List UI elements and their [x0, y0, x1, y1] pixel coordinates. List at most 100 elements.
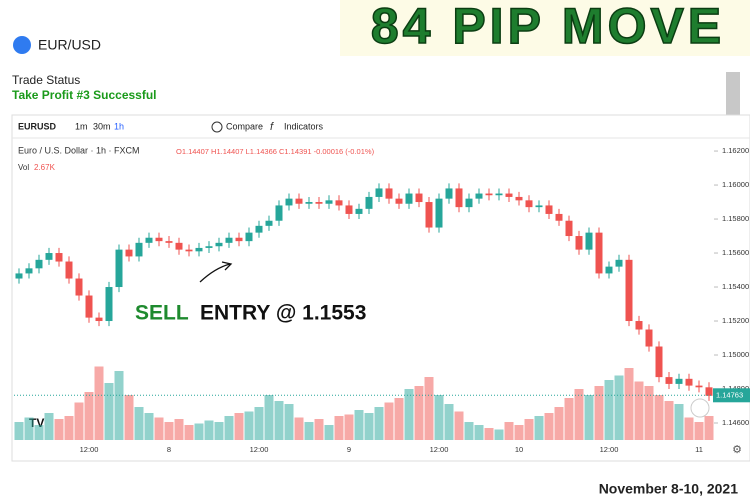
candle-body: [205, 246, 213, 248]
volume-value: 2.67K: [34, 163, 56, 172]
candle-body: [635, 321, 643, 330]
candle-body: [265, 220, 273, 226]
candle-body: [285, 198, 293, 206]
chart-title: Euro / U.S. Dollar · 1h · FXCM: [18, 145, 140, 155]
candle-body: [615, 259, 623, 267]
volume-bar: [474, 425, 484, 440]
volume-bar: [664, 401, 674, 440]
candle-body: [195, 247, 203, 252]
candle-body: [625, 259, 633, 322]
volume-bar: [634, 381, 644, 440]
last-price-label: 1.14763: [716, 390, 743, 399]
interval[interactable]: 1h: [114, 121, 124, 131]
candle-body: [155, 237, 163, 242]
candle-body: [395, 198, 403, 204]
volume-bar: [254, 407, 264, 440]
volume-bar: [134, 407, 144, 440]
candle-body: [45, 253, 53, 260]
volume-bar: [374, 407, 384, 440]
pair: EUR/USD: [38, 37, 101, 53]
volume-bar: [684, 417, 694, 440]
candle-body: [525, 200, 533, 208]
scroll-button[interactable]: [690, 398, 710, 418]
sell-label: SELL: [135, 302, 189, 325]
candle-body: [595, 232, 603, 274]
y-tick-label: 1.15200: [722, 316, 749, 325]
candle-body: [435, 198, 443, 228]
candle-body: [25, 268, 33, 274]
candle-body: [125, 249, 133, 257]
y-tick-label: 1.15800: [722, 214, 749, 223]
candle-body: [105, 287, 113, 322]
candle-body: [465, 198, 473, 208]
logo: 84 PIP MOVE: [371, 0, 725, 54]
indicators[interactable]: Indicators: [284, 121, 324, 131]
volume-bar: [554, 407, 564, 440]
candle-body: [475, 193, 483, 199]
y-tick-label: 1.15600: [722, 248, 749, 257]
candle-body: [145, 237, 153, 243]
candle-body: [275, 205, 283, 221]
symbol[interactable]: EURUSD: [18, 121, 57, 131]
volume-bar: [564, 398, 574, 440]
candle-body: [305, 202, 313, 204]
x-tick-label: 9: [347, 445, 351, 454]
volume-bar: [174, 419, 184, 440]
volume-bar: [164, 422, 174, 440]
x-tick-label: 10: [515, 445, 523, 454]
compare[interactable]: Compare: [226, 121, 263, 131]
volume-bar: [624, 368, 634, 440]
settings-icon[interactable]: ⚙: [732, 444, 742, 456]
candle-body: [115, 249, 123, 288]
x-tick-label: 12:00: [80, 445, 99, 454]
candle-body: [425, 202, 433, 228]
candle-body: [405, 193, 413, 204]
candle-body: [575, 236, 583, 250]
candle-body: [605, 266, 613, 274]
volume-bar: [44, 413, 54, 440]
volume-bar: [404, 389, 414, 440]
volume-bar: [574, 389, 584, 440]
candle-body: [665, 377, 673, 384]
volume-bar: [344, 414, 354, 440]
x-tick-label: 12:00: [250, 445, 269, 454]
volume-bar: [534, 416, 544, 440]
candle-body: [455, 188, 463, 208]
x-tick-label: 11: [695, 445, 703, 454]
candle-body: [325, 200, 333, 204]
volume-bar: [334, 416, 344, 440]
x-tick-label: 8: [167, 445, 171, 454]
candle-body: [295, 198, 303, 204]
candle-body: [535, 205, 543, 208]
candle-body: [255, 225, 263, 233]
volume-bar: [194, 423, 204, 440]
y-tick-label: 1.16000: [722, 180, 749, 189]
volume-bar: [364, 413, 374, 440]
candle-body: [485, 193, 493, 196]
volume-bar: [74, 402, 84, 440]
logo-bg: [340, 0, 750, 56]
scrollbar[interactable]: [726, 72, 740, 118]
volume-bar: [274, 401, 284, 440]
candle-body: [85, 295, 93, 318]
candle-body: [655, 346, 663, 378]
volume-bar: [444, 404, 454, 440]
candle-body: [375, 188, 383, 197]
candle-body: [15, 273, 23, 279]
candle-body: [685, 378, 693, 386]
volume-bar: [124, 395, 134, 440]
candle-body: [55, 253, 63, 262]
volume-bar: [204, 420, 214, 440]
volume-bar: [84, 392, 94, 440]
candle-body: [565, 220, 573, 237]
volume-bar: [354, 410, 364, 440]
candle-body: [35, 259, 43, 269]
interval[interactable]: 1m: [75, 121, 88, 131]
volume-label: Vol: [18, 163, 29, 172]
candle-body: [645, 329, 653, 347]
entry-label: ENTRY @ 1.1553: [200, 302, 366, 325]
volume-bar: [54, 419, 64, 440]
interval[interactable]: 30m: [93, 121, 111, 131]
candle-body: [185, 249, 193, 252]
candle-body: [515, 196, 523, 201]
